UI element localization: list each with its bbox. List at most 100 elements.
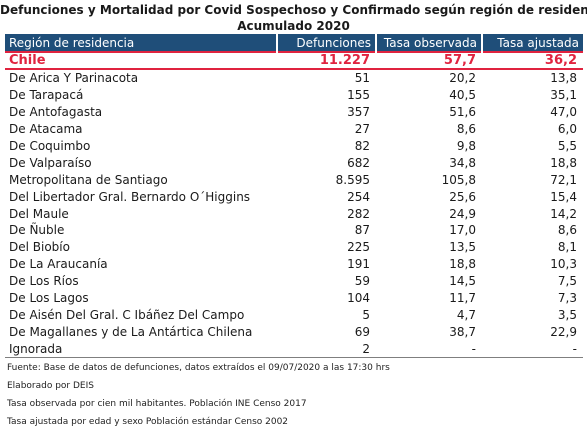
region-name: De Atacama bbox=[9, 122, 83, 137]
region-defunciones: 87 bbox=[354, 223, 370, 238]
table-row: De Antofagasta 357 51,6 47,0 bbox=[5, 104, 583, 121]
region-defunciones: 69 bbox=[354, 324, 370, 339]
table-row: Del Maule 282 24,9 14,2 bbox=[5, 205, 583, 222]
region-tasa-observada: 38,7 bbox=[449, 324, 476, 339]
region-tasa-observada: 9,8 bbox=[456, 139, 476, 153]
region-tasa-ajustada: - bbox=[482, 340, 583, 359]
table-row: De Magallanes y de La Antártica Chilena 6… bbox=[5, 323, 583, 340]
region-tasa-ajustada: 47,0 bbox=[550, 105, 577, 120]
region-tasa-ajustada: 7,5 bbox=[557, 274, 577, 289]
region-tasa-ajustada: 3,5 bbox=[557, 307, 577, 322]
region-name: Del Libertador Gral. Bernardo O´Higgins bbox=[9, 189, 251, 204]
region-tasa-ajustada: 14,2 bbox=[550, 206, 577, 221]
region-name: De Aisén Del Gral. C Ibáñez Del Campo bbox=[9, 307, 245, 322]
region-tasa-observada: 51,6 bbox=[449, 105, 476, 120]
region-tasa-ajustada: 72,1 bbox=[550, 172, 577, 187]
region-tasa-observada: 18,8 bbox=[449, 257, 476, 272]
footnote-observed-rate: Tasa observada por cien mil habitantes. … bbox=[7, 399, 307, 410]
region-name: Ignorada bbox=[5, 340, 277, 359]
region-defunciones: 2 bbox=[277, 340, 376, 359]
region-tasa-observada: 105,8 bbox=[441, 172, 476, 187]
region-tasa-ajustada: 13,8 bbox=[550, 71, 577, 86]
table-row: De La Araucanía 191 18,8 10,3 bbox=[5, 256, 583, 273]
region-defunciones: 27 bbox=[354, 122, 370, 137]
region-name: De Magallanes y de La Antártica Chilena bbox=[9, 324, 253, 339]
column-header-tasa-ajustada: Tasa ajustada bbox=[481, 34, 583, 52]
region-tasa-ajustada: 8,6 bbox=[557, 223, 577, 238]
region-defunciones: 682 bbox=[347, 155, 370, 170]
region-name: Del Biobío bbox=[9, 240, 70, 255]
total-tasa-ajustada: 36,2 bbox=[482, 51, 583, 70]
total-tasa-observada: 57,7 bbox=[376, 51, 482, 70]
region-defunciones: 8.595 bbox=[335, 172, 370, 187]
table-row: Del Biobío 225 13,5 8,1 bbox=[5, 239, 583, 256]
region-tasa-observada: 13,5 bbox=[449, 240, 476, 255]
footnote-adjusted-rate: Tasa ajustada por edad y sexo Población … bbox=[7, 417, 289, 428]
region-defunciones: 191 bbox=[347, 257, 370, 272]
region-name: Metropolitana de Santiago bbox=[9, 172, 168, 187]
region-tasa-observada: 40,5 bbox=[449, 88, 476, 103]
region-tasa-ajustada: 10,3 bbox=[550, 257, 577, 272]
footnote-author: Elaborado por DEIS bbox=[7, 381, 94, 392]
region-tasa-ajustada: 8,1 bbox=[557, 240, 577, 255]
footnotes: Fuente: Base de datos de defunciones, da… bbox=[7, 359, 587, 431]
region-defunciones: 282 bbox=[347, 206, 370, 221]
region-defunciones: 254 bbox=[347, 189, 370, 204]
region-tasa-observada: 11,7 bbox=[449, 291, 476, 306]
column-header-region: Región de residencia bbox=[5, 34, 277, 52]
region-name: De Valparaíso bbox=[9, 155, 92, 170]
region-tasa-observada: 24,9 bbox=[449, 206, 476, 221]
table-row: De Tarapacá 155 40,5 35,1 bbox=[5, 87, 583, 104]
table-row: Ignorada 2- - bbox=[5, 340, 583, 359]
region-tasa-observada: 4,7 bbox=[456, 307, 476, 322]
region-name: De Tarapacá bbox=[9, 88, 84, 103]
region-name: De Arica Y Parinacota bbox=[9, 71, 139, 86]
region-tasa-ajustada: 18,8 bbox=[550, 155, 577, 170]
region-name: De Los Ríos bbox=[9, 274, 79, 289]
region-tasa-ajustada: 7,3 bbox=[557, 291, 577, 306]
column-header-tasa-observada: Tasa observada bbox=[375, 34, 482, 52]
report-title: Defunciones y Mortalidad por Covid Sospe… bbox=[0, 2, 587, 34]
region-name: De Antofagasta bbox=[9, 105, 103, 120]
region-tasa-observada: 34,8 bbox=[449, 155, 476, 170]
region-name: De Los Lagos bbox=[9, 291, 89, 306]
table-body: Chile 11.227 57,7 36,2 De Arica Y Parina… bbox=[5, 51, 583, 359]
region-tasa-observada: 25,6 bbox=[449, 189, 476, 204]
region-defunciones: 104 bbox=[347, 291, 370, 306]
region-tasa-observada: 8,6 bbox=[456, 122, 476, 137]
region-tasa-observada: 20,2 bbox=[449, 71, 476, 86]
region-tasa-observada: - bbox=[376, 340, 482, 359]
table-row: Del Libertador Gral. Bernardo O´Higgins 2… bbox=[5, 188, 583, 205]
region-tasa-observada: 14,5 bbox=[449, 274, 476, 289]
region-defunciones: 5 bbox=[362, 307, 370, 322]
total-name: Chile bbox=[5, 51, 277, 70]
total-row-chile: Chile 11.227 57,7 36,2 bbox=[5, 51, 583, 70]
title-line-1: Defunciones y Mortalidad por Covid Sospe… bbox=[0, 3, 587, 17]
title-line-2: Acumulado 2020 bbox=[237, 19, 350, 33]
table-row: De Aisén Del Gral. C Ibáñez Del Campo 5 4,… bbox=[5, 306, 583, 323]
table-row: De Los Lagos 104 11,7 7,3 bbox=[5, 290, 583, 307]
table-row: Metropolitana de Santiago 8.595 105,8 72,1 bbox=[5, 171, 583, 188]
region-defunciones: 59 bbox=[354, 274, 370, 289]
mortality-table: Región de residencia Defunciones Tasa ob… bbox=[5, 34, 583, 359]
region-defunciones: 155 bbox=[347, 88, 370, 103]
table-row: De Los Ríos 59 14,5 7,5 bbox=[5, 273, 583, 290]
region-defunciones: 225 bbox=[347, 240, 370, 255]
region-tasa-observada: 17,0 bbox=[449, 223, 476, 238]
region-name: De Ñuble bbox=[9, 223, 65, 238]
table-row: De Coquimbo 82 9,8 5,5 bbox=[5, 138, 583, 155]
footnote-source: Fuente: Base de datos de defunciones, da… bbox=[7, 363, 390, 374]
table-row: De Ñuble 87 17,0 8,6 bbox=[5, 222, 583, 239]
region-name: Del Maule bbox=[9, 206, 69, 221]
table-row: De Arica Y Parinacota 51 20,2 13,8 bbox=[5, 69, 583, 87]
region-defunciones: 357 bbox=[347, 105, 370, 120]
region-tasa-ajustada: 5,5 bbox=[557, 139, 577, 153]
column-header-defunciones: Defunciones bbox=[276, 34, 376, 52]
region-tasa-ajustada: 15,4 bbox=[550, 189, 577, 204]
table-row: De Valparaíso 682 34,8 18,8 bbox=[5, 154, 583, 171]
table-header-row: Región de residencia Defunciones Tasa ob… bbox=[5, 34, 583, 52]
region-defunciones: 82 bbox=[354, 139, 370, 153]
region-tasa-ajustada: 22,9 bbox=[550, 324, 577, 339]
table-row: De Atacama 27 8,6 6,0 bbox=[5, 121, 583, 138]
region-tasa-ajustada: 6,0 bbox=[557, 122, 577, 137]
